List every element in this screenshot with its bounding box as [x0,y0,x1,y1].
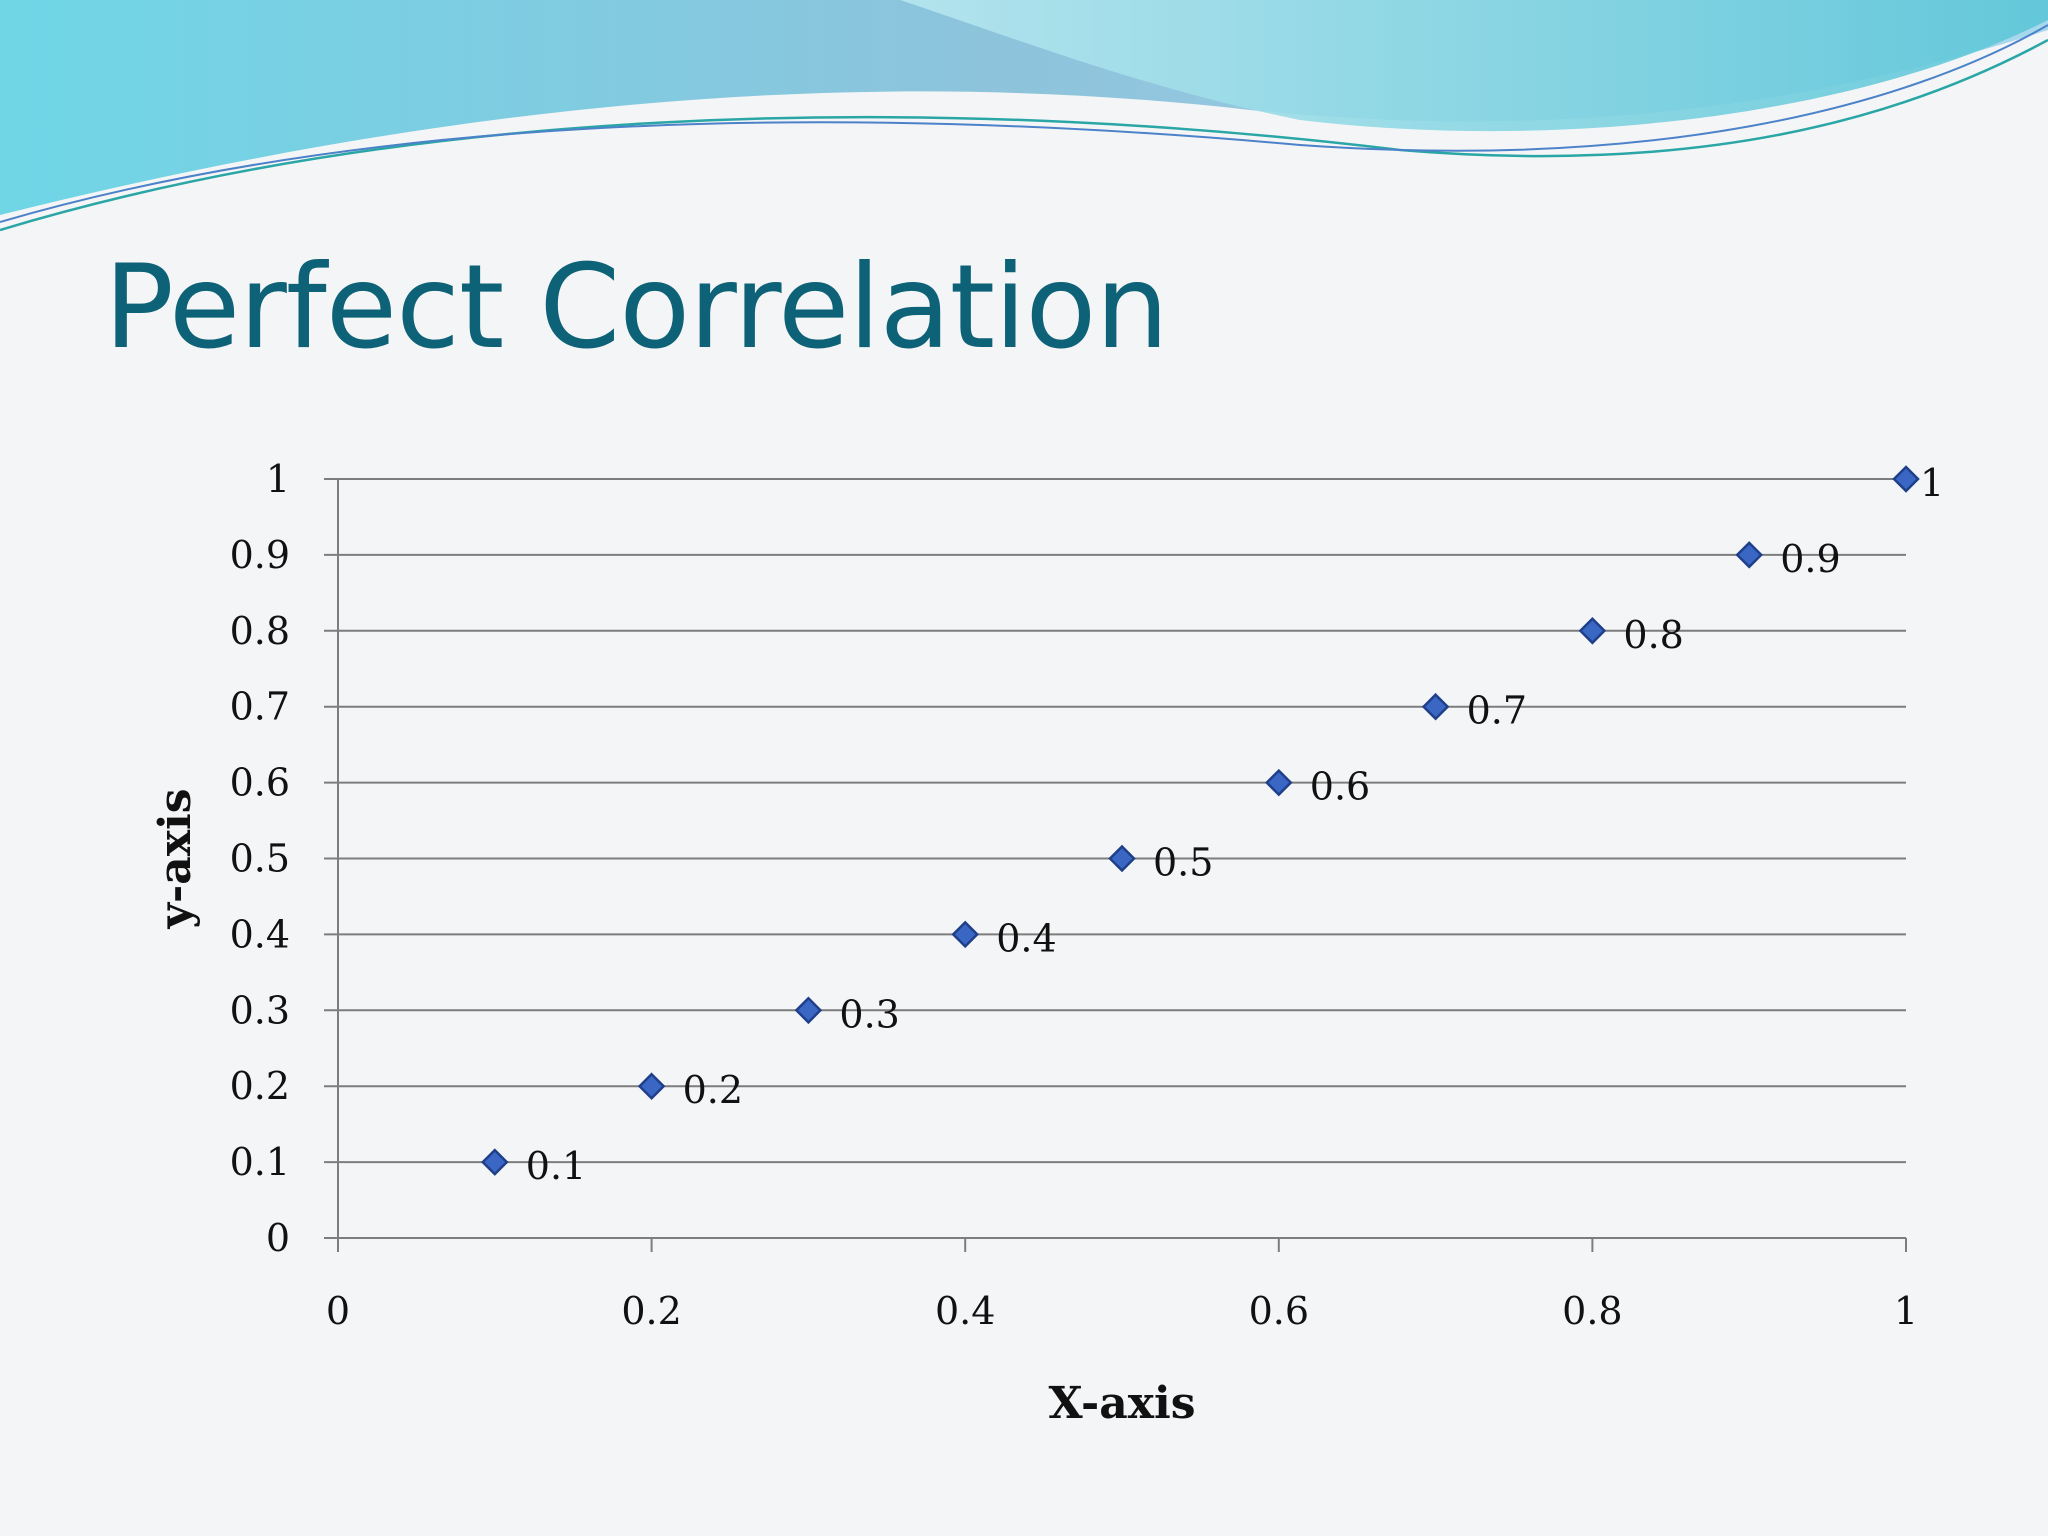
y-tick-label: 0.7 [230,685,290,729]
data-point-marker [1265,768,1293,797]
data-point-marker [1578,617,1607,645]
y-tick-label: 0.4 [230,912,290,956]
y-tick-label: 0.9 [230,533,290,577]
data-label: 0.3 [839,992,899,1036]
data-points [481,465,1920,1176]
y-tick-label: 0.6 [230,761,290,805]
y-tick-label: 0.2 [230,1064,290,1108]
x-tick-label: 0.6 [1249,1289,1309,1333]
x-tick-label: 0.8 [1562,1289,1622,1333]
y-tick-label: 1 [266,457,290,501]
header-wave-decoration [0,0,2048,232]
y-tick-label: 0.1 [230,1140,290,1184]
data-label: 0.1 [526,1144,586,1188]
data-label: 0.2 [683,1068,743,1112]
y-axis-title: y-axis [150,788,201,929]
data-point-marker [637,1072,666,1100]
y-tick-label: 0.5 [230,837,290,881]
data-labels: 0.1 0.2 0.3 0.4 0.5 0.6 0.7 0.8 0.9 1 [526,461,1944,1188]
y-tick-label: 0 [266,1216,290,1260]
data-point-marker [1108,844,1136,873]
data-label: 0.9 [1780,537,1840,581]
data-label: 0.6 [1310,765,1370,809]
data-label: 0.7 [1467,689,1527,733]
x-tick-label: 1 [1894,1289,1918,1333]
x-tick-label: 0 [326,1289,350,1333]
data-label: 1 [1920,461,1944,505]
data-point-marker [1735,541,1763,569]
data-label: 0.5 [1153,841,1213,885]
data-point-marker [481,1148,509,1176]
x-tick-label: 0.4 [935,1289,995,1333]
data-label: 0.8 [1623,613,1683,657]
data-point-marker [1892,465,1920,493]
y-tick-label: 0.8 [230,609,290,653]
x-axis-title: X-axis [1048,1378,1195,1429]
data-point-marker [794,996,823,1025]
x-tick-labels: 0 0.2 0.4 0.6 0.8 1 [326,1238,1918,1333]
y-tick-label: 0.3 [230,988,290,1032]
data-point-marker [1421,692,1450,721]
y-tick-labels: 0 0.1 0.2 0.3 0.4 0.5 0.6 0.7 0.8 0.9 1 [230,457,290,1260]
slide-title: Perfect Correlation [104,240,1169,375]
axes [337,479,1906,1252]
data-label: 0.4 [996,916,1056,960]
x-tick-label: 0.2 [621,1289,681,1333]
data-point-marker [951,920,979,949]
